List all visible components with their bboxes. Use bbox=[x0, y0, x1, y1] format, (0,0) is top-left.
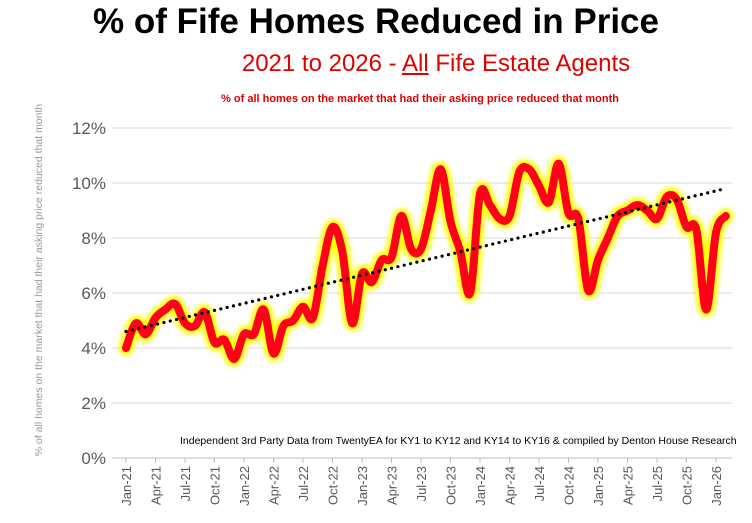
x-tick-label: Jan-21 bbox=[119, 466, 134, 506]
series-glow bbox=[118, 156, 734, 367]
subtitle-post: Fife Estate Agents bbox=[428, 50, 631, 77]
x-tick-label: Apr-23 bbox=[385, 466, 400, 505]
x-tick-label: Jan-25 bbox=[591, 466, 606, 506]
y-tick-label: 6% bbox=[81, 284, 106, 303]
x-tick-label: Jan-22 bbox=[237, 466, 252, 506]
y-tick-label: 8% bbox=[81, 229, 106, 248]
source-note: Independent 3rd Party Data from TwentyEA… bbox=[180, 435, 737, 447]
x-tick-label: Apr-25 bbox=[621, 466, 636, 505]
x-tick-label: Oct-22 bbox=[326, 466, 341, 505]
x-tick-label: Jul-24 bbox=[532, 466, 547, 501]
trendline bbox=[124, 186, 728, 334]
subtitle-underlined: All bbox=[402, 50, 429, 77]
chart-title: % of Fife Homes Reduced in Price bbox=[93, 2, 659, 41]
series-line bbox=[122, 159, 730, 363]
subtitle-pre: 2021 to 2026 - bbox=[241, 50, 402, 77]
x-tick-label: Jul-23 bbox=[414, 466, 429, 501]
y-tick-label: 10% bbox=[72, 174, 106, 193]
x-tick-label: Jan-26 bbox=[709, 466, 724, 506]
x-tick-label: Jul-22 bbox=[296, 466, 311, 501]
y-tick-label: 2% bbox=[81, 394, 106, 413]
x-tick-label: Jan-24 bbox=[473, 466, 488, 506]
x-tick-label: Apr-21 bbox=[149, 466, 164, 505]
x-tick-label: Oct-25 bbox=[680, 466, 695, 505]
x-tick-label: Oct-24 bbox=[562, 466, 577, 505]
x-tick-label: Apr-22 bbox=[267, 466, 282, 505]
x-tick-label: Oct-21 bbox=[208, 466, 223, 505]
y-tick-label: 0% bbox=[81, 449, 106, 468]
chart-description: % of all homes on the market that had th… bbox=[221, 93, 619, 105]
y-tick-label: 4% bbox=[81, 339, 106, 358]
chart-subtitle: 2021 to 2026 - All Fife Estate Agents bbox=[60, 50, 752, 78]
x-tick-label: Apr-24 bbox=[503, 466, 518, 505]
x-tick-label: Jul-25 bbox=[650, 466, 665, 501]
x-tick-label: Jul-21 bbox=[178, 466, 193, 501]
y-tick-label: 12% bbox=[72, 119, 106, 138]
x-tick-label: Jan-23 bbox=[355, 466, 370, 506]
y-axis-label: % of all homes on the market that had th… bbox=[33, 104, 45, 457]
x-tick-label: Oct-23 bbox=[444, 466, 459, 505]
